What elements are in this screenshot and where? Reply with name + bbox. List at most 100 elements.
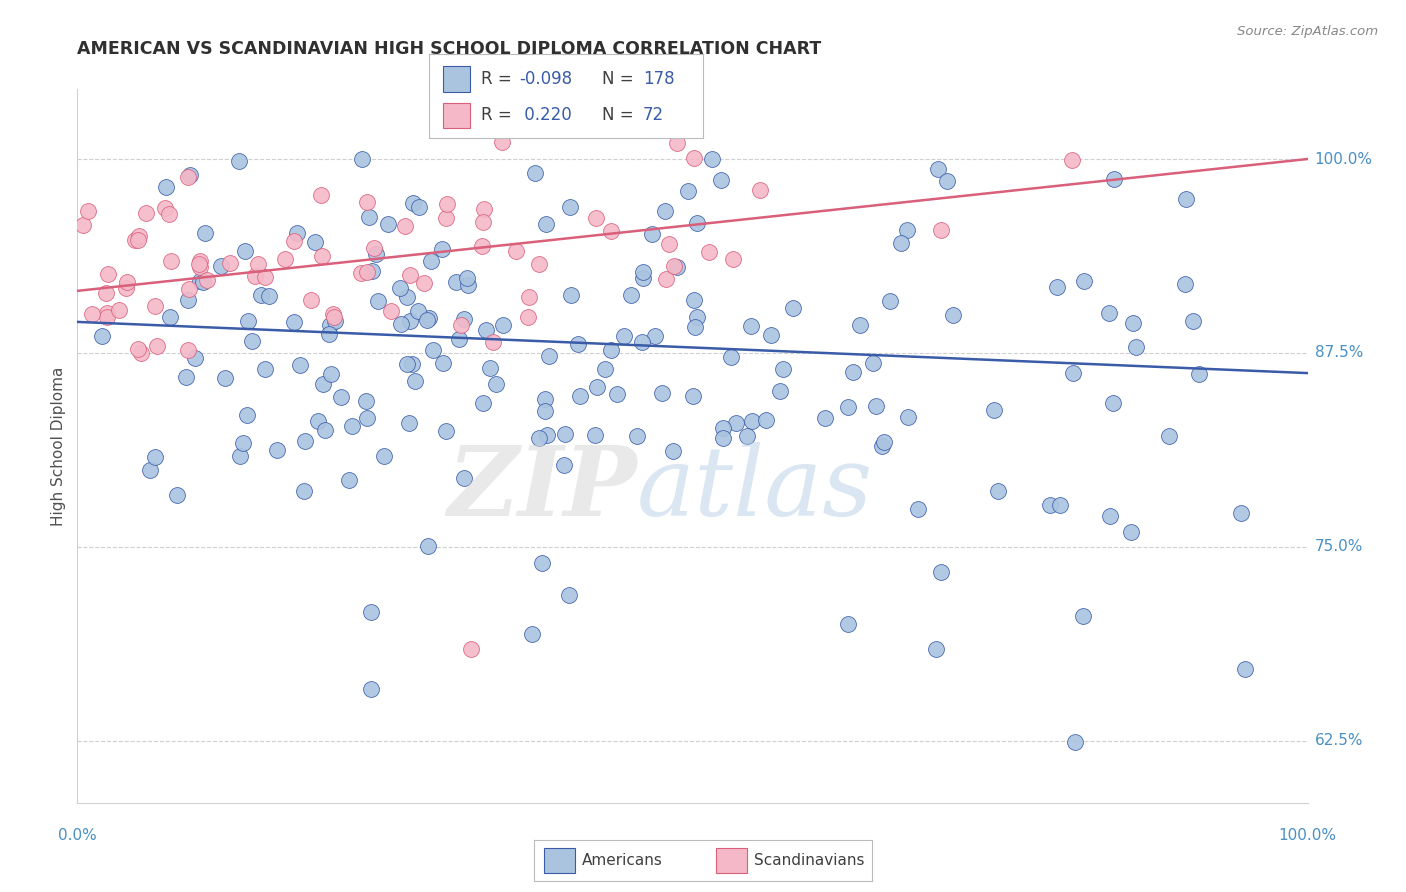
Point — [232, 435, 254, 450]
Point — [350, 152, 373, 166]
Point — [472, 202, 495, 217]
Point — [135, 206, 157, 220]
Point — [218, 256, 240, 270]
Point — [711, 432, 734, 446]
Point — [471, 215, 494, 229]
Point — [586, 380, 609, 394]
Point — [160, 253, 183, 268]
Point — [177, 343, 200, 357]
Point — [195, 273, 218, 287]
Point — [361, 264, 384, 278]
Point — [849, 318, 872, 332]
Point — [249, 288, 271, 302]
Point — [517, 290, 540, 304]
Point — [593, 362, 616, 376]
Point — [319, 367, 342, 381]
Point — [254, 270, 277, 285]
Point — [432, 356, 454, 370]
Point — [686, 216, 709, 230]
Point — [475, 323, 498, 337]
Point — [127, 234, 149, 248]
Text: 178: 178 — [643, 70, 675, 88]
Point — [931, 223, 953, 237]
Text: AMERICAN VS SCANDINAVIAN HIGH SCHOOL DIPLOMA CORRELATION CHART: AMERICAN VS SCANDINAVIAN HIGH SCHOOL DIP… — [77, 40, 821, 58]
Point — [1181, 314, 1204, 328]
Text: 87.5%: 87.5% — [1315, 345, 1362, 360]
Point — [404, 374, 426, 388]
Point — [654, 203, 676, 218]
Point — [157, 207, 180, 221]
Point — [534, 217, 557, 231]
Point — [145, 450, 167, 465]
Point — [330, 390, 353, 404]
Point — [323, 310, 346, 325]
Point — [505, 244, 527, 259]
Point — [520, 627, 543, 641]
Point — [740, 318, 762, 333]
Point — [725, 417, 748, 431]
Point — [658, 236, 681, 251]
Point — [209, 259, 232, 273]
Text: Scandinavians: Scandinavians — [754, 854, 865, 868]
Point — [420, 254, 443, 268]
Point — [396, 357, 419, 371]
Point — [312, 377, 335, 392]
Text: Source: ZipAtlas.com: Source: ZipAtlas.com — [1237, 25, 1378, 38]
Point — [865, 400, 887, 414]
Point — [394, 219, 416, 233]
Point — [444, 275, 467, 289]
Text: 100.0%: 100.0% — [1278, 828, 1337, 843]
Point — [80, 308, 103, 322]
Point — [188, 274, 211, 288]
Point — [398, 416, 420, 430]
Point — [682, 152, 704, 166]
Point — [1122, 316, 1144, 330]
Point — [700, 152, 723, 166]
Point — [631, 335, 654, 350]
Text: 75.0%: 75.0% — [1315, 540, 1362, 554]
Point — [481, 334, 503, 349]
Point — [373, 449, 395, 463]
Point — [485, 377, 508, 392]
Text: N =: N = — [602, 106, 638, 124]
Point — [434, 424, 457, 438]
Point — [266, 442, 288, 457]
Point — [304, 235, 326, 249]
Point — [720, 350, 742, 364]
Bar — [443, 66, 470, 92]
Point — [1173, 277, 1195, 291]
Point — [527, 257, 550, 271]
Point — [1098, 306, 1121, 320]
Point — [228, 154, 250, 169]
Point — [1064, 735, 1087, 749]
Point — [229, 450, 252, 464]
Point — [1188, 368, 1211, 382]
Point — [363, 242, 385, 256]
Point — [155, 201, 177, 215]
Point — [517, 310, 540, 324]
Point — [367, 293, 389, 308]
Point — [357, 211, 380, 225]
Point — [193, 226, 215, 240]
Point — [769, 384, 792, 399]
Point — [873, 435, 896, 450]
Point — [155, 180, 177, 194]
Point — [356, 411, 378, 425]
Point — [1174, 192, 1197, 206]
Point — [537, 350, 560, 364]
Point — [735, 429, 758, 443]
Point — [606, 387, 628, 401]
Point — [188, 254, 211, 268]
Point — [491, 135, 513, 149]
Point — [395, 290, 418, 304]
Point — [641, 227, 664, 241]
Point — [492, 318, 515, 333]
Bar — [443, 103, 470, 128]
Point — [453, 471, 475, 485]
Point — [558, 588, 581, 602]
Point — [600, 343, 623, 357]
Point — [837, 617, 859, 632]
Point — [457, 278, 479, 293]
Point — [631, 271, 654, 285]
Point — [1039, 498, 1062, 512]
